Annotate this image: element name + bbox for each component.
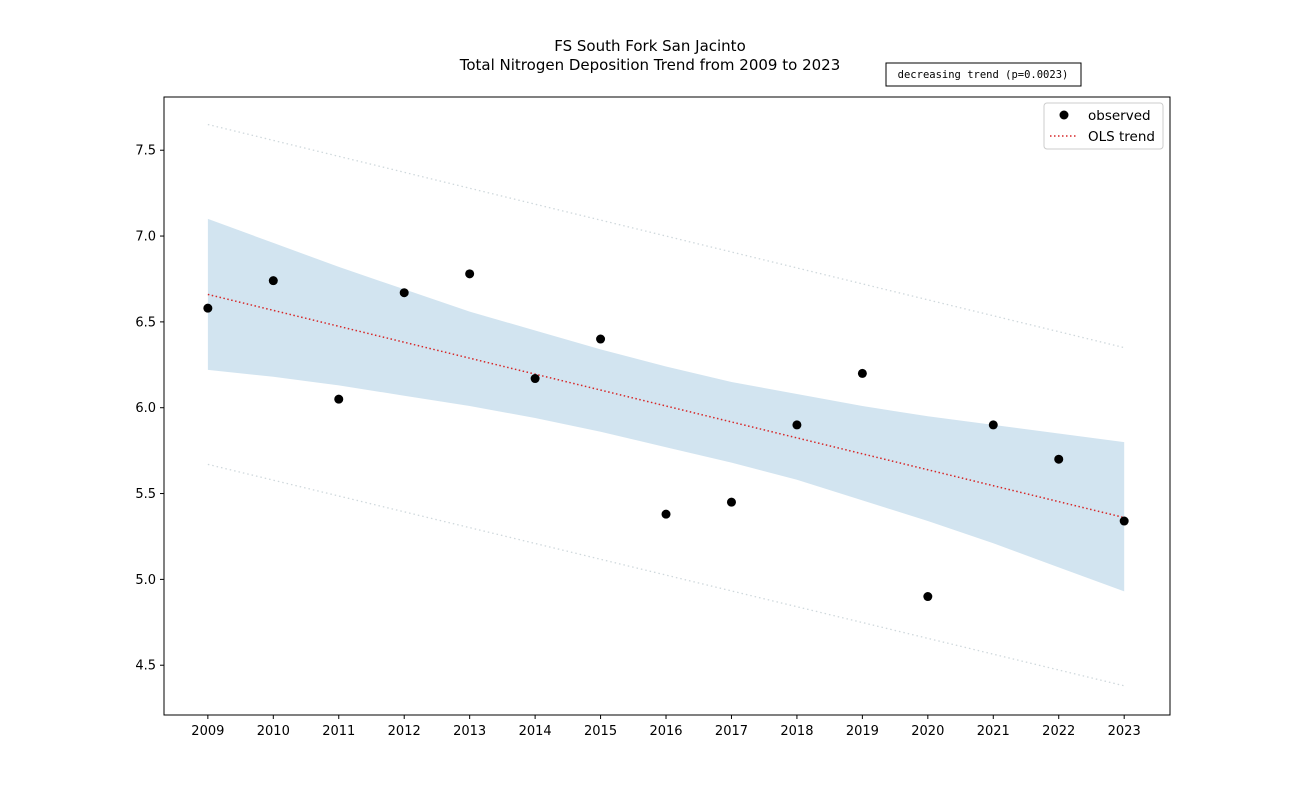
y-tick-label-5.5: 5.5 [135, 487, 156, 502]
observed-point-2011 [334, 394, 344, 404]
y-tick-label-7.0: 7.0 [135, 230, 156, 245]
legend: observed OLS trend [1043, 102, 1164, 150]
y-tick-label-7.5: 7.5 [135, 144, 156, 159]
x-tick-label-2018: 2018 [780, 724, 813, 739]
x-tick-label-2012: 2012 [388, 724, 421, 739]
chart-subtitle: Total Nitrogen Deposition Trend from 200… [459, 56, 841, 74]
x-tick-label-2020: 2020 [911, 724, 944, 739]
observed-point-2021 [988, 420, 998, 430]
observed-point-2013 [465, 269, 475, 279]
observed-point-2010 [268, 276, 278, 286]
axes: 2009 2010 2011 2012 2013 2014 2015 2016 2017 2018… [135, 96, 1171, 739]
x-tick-label-2021: 2021 [977, 724, 1010, 739]
observed-point-2019 [857, 368, 867, 378]
observed-point-2015 [596, 334, 606, 344]
x-tick-label-2015: 2015 [584, 724, 617, 739]
observed-point-2020 [923, 592, 933, 602]
y-tick-label-5.0: 5.0 [135, 573, 156, 588]
legend-observed-label: observed [1088, 108, 1151, 124]
observed-point-2009 [203, 303, 213, 313]
y-tick-label-6.5: 6.5 [135, 315, 156, 330]
annotation-text: decreasing trend (p=0.0023) [898, 69, 1069, 81]
y-tick-label-4.5: 4.5 [135, 659, 156, 674]
x-tick-label-2014: 2014 [519, 724, 552, 739]
x-tick-label-2009: 2009 [191, 724, 224, 739]
ols-trend-line [207, 293, 1125, 519]
observed-point-2016 [661, 509, 671, 519]
x-tick-label-2023: 2023 [1108, 724, 1141, 739]
confidence-band [207, 218, 1125, 592]
legend-ols-label: OLS trend [1088, 129, 1155, 145]
x-tick-label-2022: 2022 [1042, 724, 1075, 739]
x-tick-label-2016: 2016 [649, 724, 682, 739]
x-tick-label-2019: 2019 [846, 724, 879, 739]
observed-point-2018 [792, 420, 802, 430]
x-tick-label-2013: 2013 [453, 724, 486, 739]
plot-frame [163, 96, 1171, 716]
legend-observed-marker [1059, 110, 1069, 120]
x-tick-label-2011: 2011 [322, 724, 355, 739]
observed-point-2014 [530, 374, 540, 384]
chart-title: FS South Fork San Jacinto [554, 37, 746, 55]
x-tick-label-2010: 2010 [257, 724, 290, 739]
observed-point-2023 [1119, 516, 1129, 526]
observed-point-2012 [399, 288, 409, 298]
x-tick-label-2017: 2017 [715, 724, 748, 739]
y-tick-label-6.0: 6.0 [135, 401, 156, 416]
annotation-box: decreasing trend (p=0.0023) [885, 62, 1082, 87]
annotation-frame [885, 62, 1082, 87]
plot-area [203, 123, 1129, 687]
legend-frame [1043, 102, 1164, 150]
observed-point-2017 [726, 497, 736, 507]
observed-point-2022 [1054, 454, 1064, 464]
